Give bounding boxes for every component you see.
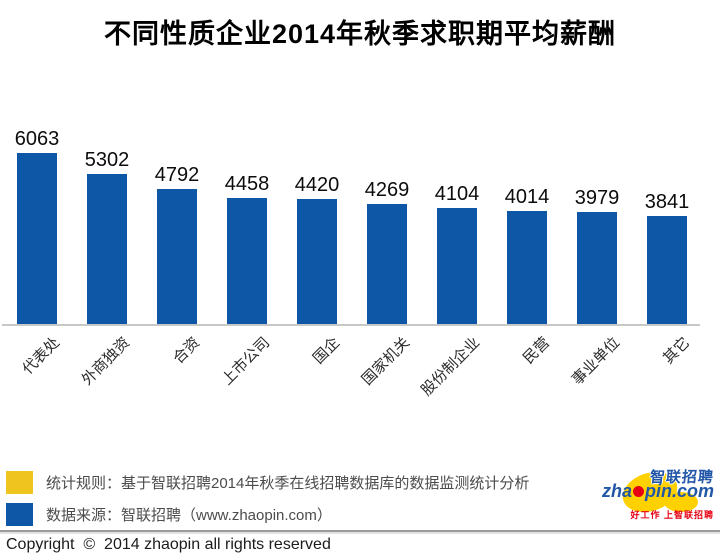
bar-column: 3979 事业单位 xyxy=(562,118,632,389)
logo-yellow-blob-icon xyxy=(664,492,698,512)
bar xyxy=(577,212,617,324)
bar xyxy=(227,198,267,324)
logo-domain-post: pin.com xyxy=(644,481,714,501)
bar-value-label: 4269 xyxy=(364,179,410,201)
bar-column: 5302 外商独资 xyxy=(72,118,142,389)
bar-value-label: 4014 xyxy=(504,186,550,208)
bar-column: 6063 代表处 xyxy=(2,118,72,378)
bar-value-label: 5302 xyxy=(84,149,130,171)
bar-value-label: 3979 xyxy=(574,187,620,209)
bar-column: 4458 上市公司 xyxy=(212,118,282,389)
bar-chart: 6063 代表处 5302 外商独资 4792 合资 4458 上市公司 4420 国企 4269 国… xyxy=(2,118,702,399)
x-axis-label: 国企 xyxy=(309,334,344,368)
legend-label: 统计规则：基于智联招聘2014年秋季在线招聘数据库的数据监测统计分析 xyxy=(46,474,530,492)
legend-row-data-source: 数据来源：智联招聘（www.zhaopin.com） xyxy=(6,502,529,526)
bar-value-label: 4458 xyxy=(224,173,270,195)
x-axis-line xyxy=(2,324,700,326)
footer-divider xyxy=(0,530,720,532)
logo-tagline: 好工作 上智联招聘 xyxy=(630,510,714,520)
legend-swatch-blue xyxy=(6,502,33,526)
bar-column: 4420 国企 xyxy=(282,118,352,367)
logo-domain: zha pin.com xyxy=(602,482,714,500)
x-axis-label: 民营 xyxy=(519,334,554,368)
x-axis-label: 上市公司 xyxy=(218,334,274,389)
x-axis-label: 事业单位 xyxy=(568,334,624,389)
bar-column: 4792 合资 xyxy=(142,118,212,367)
bar-value-label: 4792 xyxy=(154,164,200,186)
bar-column: 3841 其它 xyxy=(632,118,702,367)
bar xyxy=(367,204,407,324)
bar xyxy=(17,153,57,324)
x-axis-label: 国家机关 xyxy=(358,334,414,389)
x-axis-label: 股份制企业 xyxy=(418,334,484,400)
bar xyxy=(647,216,687,324)
bar xyxy=(297,199,337,324)
legend: 统计规则：基于智联招聘2014年秋季在线招聘数据库的数据监测统计分析 数据来源：… xyxy=(6,470,529,534)
x-axis-label: 外商独资 xyxy=(78,334,134,389)
logo-red-dot-icon xyxy=(632,485,644,497)
bar xyxy=(507,211,547,324)
copyright-text: Copyright © 2014 zhaopin all rights rese… xyxy=(6,536,331,553)
bar-column: 4014 民营 xyxy=(492,118,562,367)
logo-domain-pre: zha xyxy=(601,481,632,501)
bar-value-label: 3841 xyxy=(644,191,690,213)
bar xyxy=(87,174,127,324)
x-axis-label: 合资 xyxy=(169,334,204,368)
legend-label: 数据来源：智联招聘（www.zhaopin.com） xyxy=(46,506,332,524)
bar-column: 4104 股份制企业 xyxy=(418,118,492,399)
bar-value-label: 4104 xyxy=(434,183,480,205)
legend-swatch-yellow xyxy=(6,470,33,494)
bar-value-label: 6063 xyxy=(14,128,60,150)
bar xyxy=(437,208,477,324)
x-axis-label: 代表处 xyxy=(19,334,64,378)
bar-column: 4269 国家机关 xyxy=(352,118,422,389)
legend-row-stat-rule: 统计规则：基于智联招聘2014年秋季在线招聘数据库的数据监测统计分析 xyxy=(6,470,529,494)
bar xyxy=(157,189,197,324)
x-axis-label: 其它 xyxy=(659,334,694,368)
page-title: 不同性质企业2014年秋季求职期平均薪酬 xyxy=(103,19,617,49)
bar-value-label: 4420 xyxy=(294,174,340,196)
zhaopin-logo: 智联招聘 zha pin.com 好工作 上智联招聘 xyxy=(602,465,715,526)
